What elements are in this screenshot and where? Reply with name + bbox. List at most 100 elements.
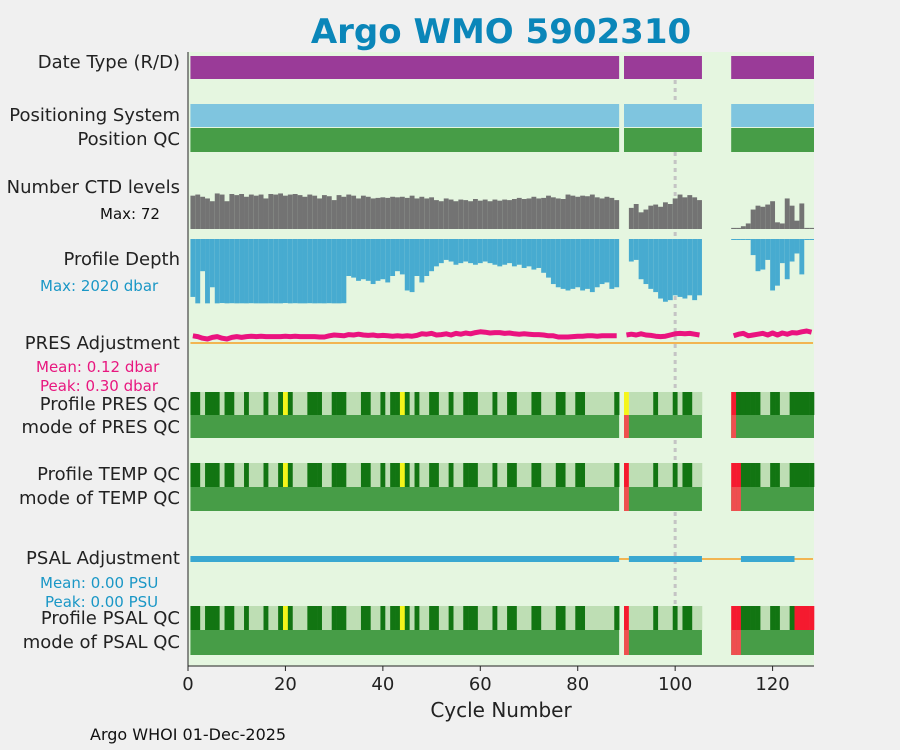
pres-qc-cell <box>307 392 313 415</box>
psal-qc-cell <box>638 606 644 630</box>
psal-qc-cell <box>331 606 337 630</box>
ctd-level-bar <box>599 198 605 229</box>
pres-qc-cell <box>346 392 352 415</box>
psal-qc-cell <box>463 606 469 630</box>
pres-qc-cell <box>195 392 201 415</box>
profile-depth-bar <box>745 239 751 240</box>
temp-qc-cell <box>794 463 800 487</box>
pres-qc-cell <box>312 392 318 415</box>
psal-qc-cell <box>760 606 766 630</box>
pres-qc-cell <box>624 392 629 415</box>
temp-qc-cell <box>536 463 542 487</box>
temp-qc-cell <box>282 463 289 487</box>
temp-mode-bar-red <box>624 487 629 511</box>
pres-qc-cell <box>648 392 654 415</box>
psal-qc-cell <box>775 606 781 630</box>
profile-depth-bar <box>575 239 581 288</box>
positioning-system-bar <box>624 104 702 127</box>
temp-qc-cell <box>770 463 776 487</box>
pres-qc-cell <box>482 392 488 415</box>
psal-qc-cell <box>472 606 479 630</box>
pres-qc-cell <box>297 392 303 415</box>
ctd-level-bar <box>321 195 327 229</box>
ctd-level-bar <box>541 197 547 229</box>
psal-mode-bar <box>628 630 702 655</box>
ctd-level-bar <box>580 195 586 229</box>
plot-background <box>188 52 814 666</box>
profile-depth-bar <box>443 239 449 260</box>
profile-depth-bar <box>292 239 298 304</box>
psal-qc-cell <box>229 606 235 630</box>
label-ctd-levels: Number CTD levels <box>6 177 180 198</box>
psal-qc-cell <box>784 606 790 630</box>
psal-qc-cell <box>370 606 376 630</box>
psal-qc-cell <box>404 606 410 630</box>
pres-qc-cell <box>331 392 337 415</box>
ctd-level-bar <box>638 212 644 229</box>
temp-qc-cell <box>609 463 615 487</box>
ctd-level-bar <box>375 197 381 229</box>
profile-depth-bar <box>297 239 303 304</box>
psal-qc-cell <box>292 606 298 630</box>
profile-depth-bar <box>555 239 561 288</box>
pres-qc-cell <box>253 392 259 415</box>
ctd-level-bar <box>258 194 264 229</box>
pres-qc-cell <box>492 392 498 415</box>
ctd-level-bar <box>234 195 240 229</box>
pres-qc-cell <box>731 392 737 415</box>
pres-mode-bar <box>628 415 702 438</box>
x-tick-label: 40 <box>371 674 395 695</box>
ctd-level-bar <box>682 197 688 229</box>
ctd-level-bar <box>633 204 639 229</box>
profile-depth-bar <box>429 239 435 272</box>
ctd-level-bar <box>516 197 522 229</box>
psal-qc-cell <box>195 606 201 630</box>
temp-qc-cell <box>682 463 688 487</box>
pres-adjustment-line <box>626 330 700 340</box>
ctd-level-bar <box>292 194 298 229</box>
temp-qc-cell <box>404 463 410 487</box>
psal-qc-cell <box>302 606 308 630</box>
profile-depth-bar <box>609 239 615 289</box>
ctd-level-bar <box>570 195 576 229</box>
psal-mode-bar <box>731 630 814 655</box>
psal-qc-cell <box>341 606 347 630</box>
ctd-level-bar <box>521 199 527 229</box>
pres-qc-cell <box>770 392 776 415</box>
pres-adjustment-line <box>192 329 617 342</box>
temp-qc-cell <box>200 463 206 487</box>
psal-qc-cell <box>453 606 459 630</box>
pres-mode-bar <box>731 415 814 438</box>
psal-qc-cell <box>633 606 639 630</box>
x-tick-label: 0 <box>182 674 194 695</box>
profile-depth-bar <box>580 239 586 291</box>
ctd-level-bar <box>429 197 435 229</box>
profile-depth-bar <box>453 239 459 265</box>
psal-qc-cell <box>409 606 415 630</box>
profile-depth-bar <box>307 239 313 304</box>
temp-qc-cell <box>740 463 747 487</box>
profile-depth-bar <box>253 239 259 304</box>
psal-qc-cell <box>653 606 659 630</box>
profile-depth-bar <box>662 239 668 302</box>
temp-qc-cell <box>234 463 240 487</box>
temp-qc-cell <box>419 463 425 487</box>
psal-qc-cell <box>779 606 786 630</box>
temp-qc-cell <box>731 463 737 487</box>
pres-qc-cell <box>239 392 245 415</box>
temp-qc-cell <box>687 463 693 487</box>
psal-qc-cell <box>248 606 255 630</box>
pres-qc-cell <box>697 392 703 415</box>
profile-depth-bar <box>219 239 225 304</box>
pres-qc-cell <box>326 392 333 415</box>
temp-qc-cell <box>789 463 795 487</box>
ctd-level-bar <box>268 194 274 229</box>
ctd-level-bar <box>809 227 814 229</box>
temp-qc-cell <box>331 463 337 487</box>
psal-qc-cell <box>244 606 250 630</box>
temp-qc-cell <box>263 463 269 487</box>
temp-qc-cell <box>434 463 440 487</box>
pres-qc-cell <box>546 392 552 415</box>
ctd-level-bar <box>409 195 415 229</box>
psal-qc-cell <box>604 606 610 630</box>
